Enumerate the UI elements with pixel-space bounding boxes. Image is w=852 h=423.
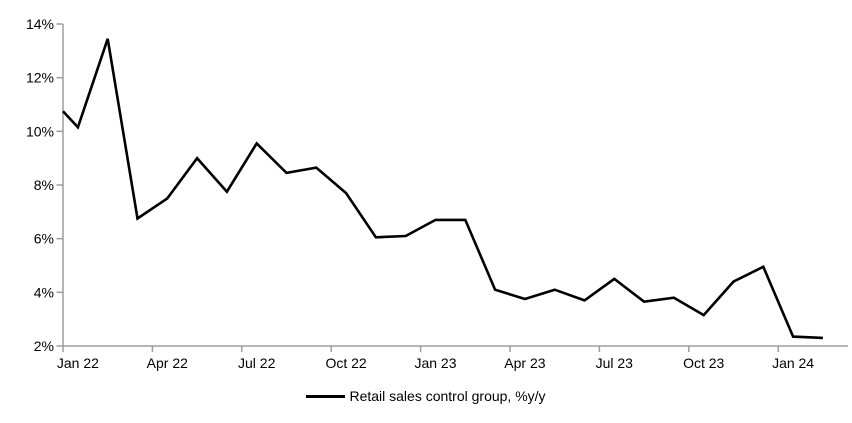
x-tick-label: Jan 24 <box>772 355 814 371</box>
y-tick-label: 8% <box>34 177 54 193</box>
y-tick-label: 4% <box>34 284 54 300</box>
x-tick-label: Oct 23 <box>683 355 724 371</box>
y-tick-label: 2% <box>34 338 54 354</box>
chart-legend: Retail sales control group, %y/y <box>0 386 852 406</box>
legend-label: Retail sales control group, %y/y <box>349 388 546 404</box>
x-tick-label: Apr 22 <box>147 355 188 371</box>
x-tick-label: Jan 22 <box>57 355 99 371</box>
x-tick-label: Apr 23 <box>504 355 545 371</box>
x-tick-label: Oct 22 <box>325 355 366 371</box>
y-tick-label: 6% <box>34 231 54 247</box>
x-tick-label: Jan 23 <box>414 355 456 371</box>
series-line-retail-sales-control-group <box>62 38 823 340</box>
legend-line-sample <box>306 394 346 398</box>
x-tick-label: Jul 23 <box>596 355 634 371</box>
y-tick-label: 12% <box>26 70 54 86</box>
y-tick-label: 10% <box>26 123 54 139</box>
y-tick-label: 14% <box>26 16 54 32</box>
x-tick-label: Jul 22 <box>238 355 276 371</box>
